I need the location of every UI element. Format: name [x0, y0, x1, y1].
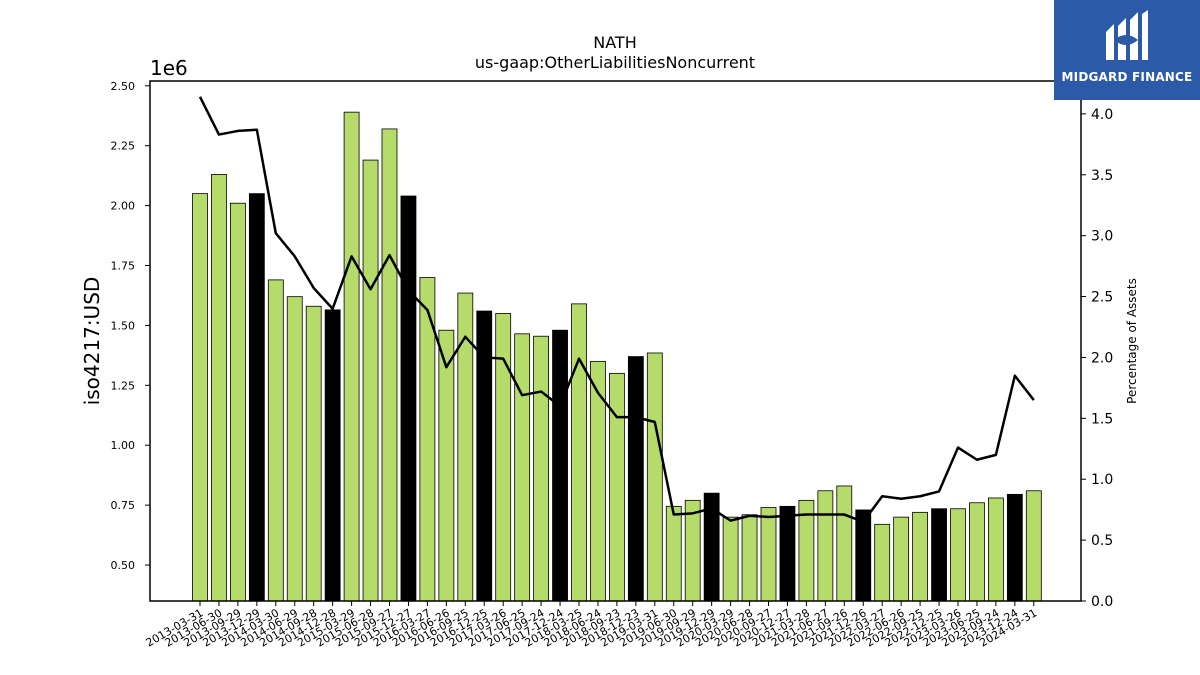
line-group [198, 96, 1035, 524]
bar-2013-12-29 [248, 193, 265, 602]
bar-2018-09-23 [609, 372, 625, 602]
y-offset-label: 1e6 [150, 56, 188, 80]
bar-2018-12-23 [627, 356, 644, 602]
bar-2019-06-30 [665, 505, 682, 602]
bar-2021-09-26 [836, 485, 853, 602]
chart-subtitle: us-gaap:OtherLiabilitiesNoncurrent [475, 53, 755, 72]
y2-tick-label: 0.0 [1091, 594, 1113, 610]
y2-tick-label: 2.5 [1091, 290, 1113, 306]
bar-2013-06-30 [211, 174, 227, 602]
percentage-line [198, 96, 1035, 524]
y-tick-label: 1.50 [111, 319, 136, 332]
bar-2020-03-29 [722, 516, 739, 602]
brand-logo: MIDGARD FINANCE [1054, 0, 1200, 100]
bar-2022-06-26 [893, 516, 910, 602]
y2-tick-label: 3.5 [1091, 168, 1113, 184]
bar-2023-12-24 [1006, 493, 1023, 602]
bar-2015-06-28 [362, 159, 379, 602]
bar-2023-06-25 [969, 502, 985, 602]
y2-tick-label: 0.5 [1091, 533, 1113, 549]
bar-2014-12-28 [324, 309, 341, 602]
bar-2019-03-31 [646, 352, 663, 602]
bar-2018-03-25 [571, 303, 587, 602]
y2-tick-label: 2.0 [1091, 350, 1113, 366]
bar-2014-03-30 [267, 279, 284, 602]
brand-name: MIDGARD FINANCE [1061, 70, 1193, 84]
y-tick-label: 1.75 [111, 260, 136, 273]
plot-frame [149, 80, 1082, 602]
chart-title: NATH [593, 33, 636, 52]
bar-2017-09-24 [533, 335, 549, 602]
bar-2023-09-24 [988, 497, 1004, 602]
bar-2017-03-26 [495, 313, 512, 602]
bar-2022-09-25 [912, 511, 928, 602]
y2-tick-label: 4.0 [1091, 107, 1113, 123]
bar-2022-03-27 [874, 523, 891, 602]
bar-2021-12-26 [855, 509, 872, 602]
bar-group [192, 111, 1042, 602]
bar-2015-09-27 [381, 128, 398, 602]
bar-2016-09-25 [457, 292, 474, 602]
y-tick-label: 2.25 [111, 140, 136, 153]
bar-2019-09-29 [684, 499, 701, 602]
bar-2017-12-24 [552, 329, 568, 602]
bar-2016-12-25 [476, 310, 493, 602]
bar-2022-12-25 [931, 508, 947, 602]
bar-2020-12-27 [779, 505, 796, 602]
y2-axis-label: Percentage of Assets [1125, 278, 1139, 404]
bar-2024-03-31 [1025, 490, 1042, 602]
y2-tick-label: 3.0 [1091, 229, 1113, 245]
bar-2020-06-28 [741, 514, 758, 602]
y-tick-label: 0.50 [111, 559, 136, 572]
bar-2013-09-29 [229, 202, 246, 602]
bar-2013-03-31 [192, 193, 208, 602]
y2-tick-label: 1.5 [1091, 411, 1113, 427]
bar-2017-06-25 [514, 333, 531, 602]
bar-2014-09-28 [305, 305, 322, 602]
bar-2015-03-29 [343, 111, 360, 602]
bar-2015-12-27 [400, 195, 417, 602]
y2-tick-label: 1.0 [1091, 472, 1113, 488]
y-tick-label: 1.00 [111, 439, 136, 452]
y-axis-label: iso4217:USD [80, 277, 104, 406]
y-tick-label: 2.50 [111, 80, 136, 93]
bar-2016-06-26 [438, 329, 455, 602]
midgard-logo-icon [1106, 10, 1148, 60]
y-tick-label: 1.25 [111, 379, 136, 392]
axes-group: 0.50 0.75 1.00 1.25 1.50 1.75 2.00 2.25 2.50 0.0 0… [111, 80, 1114, 650]
bar-2018-06-24 [590, 360, 606, 602]
bar-2021-06-27 [817, 490, 834, 602]
y-tick-label: 2.00 [111, 200, 136, 213]
bar-2023-03-26 [950, 508, 966, 602]
y-tick-label: 0.75 [111, 499, 136, 512]
bar-2014-06-29 [286, 296, 303, 602]
bar-2020-09-27 [760, 507, 777, 602]
